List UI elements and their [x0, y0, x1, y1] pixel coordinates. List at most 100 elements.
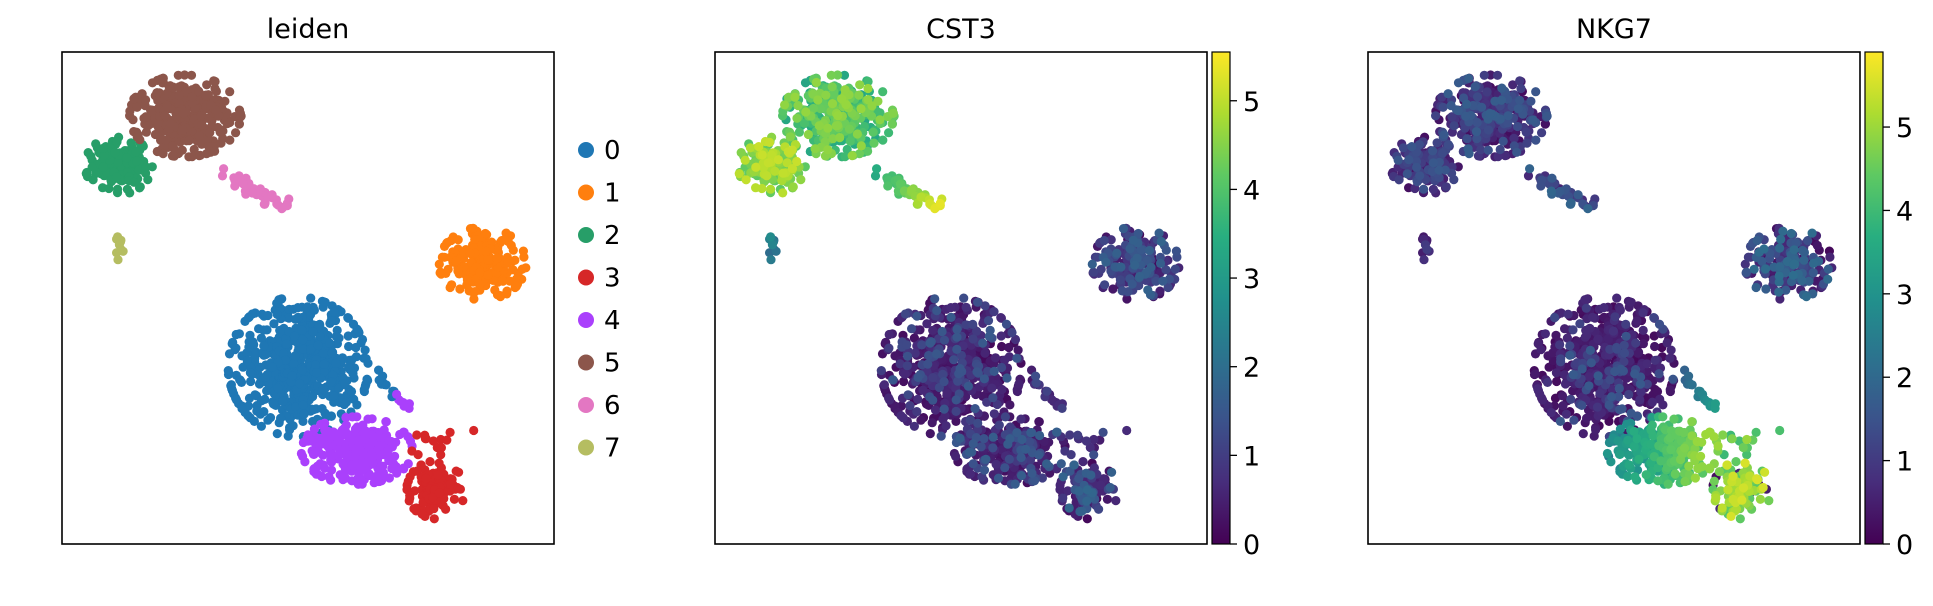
scatter-point	[1106, 235, 1116, 245]
scatter-point	[951, 406, 961, 416]
scatter-point	[1580, 295, 1590, 305]
scatter-point	[1503, 111, 1513, 121]
scatter-point	[953, 376, 963, 386]
scatter-point	[1566, 198, 1576, 208]
scatter-point	[381, 417, 391, 427]
scatter-point	[952, 332, 962, 342]
scatter-point	[895, 179, 906, 189]
scatter-point	[803, 129, 814, 140]
scatter-point	[1799, 255, 1809, 265]
scatter-point	[298, 335, 308, 345]
scatter-point	[1154, 228, 1164, 238]
scatter-point	[989, 409, 999, 419]
scatter-point	[997, 362, 1007, 373]
scatter-point	[1568, 370, 1578, 380]
scatter-point	[384, 444, 394, 454]
panel-title: leiden	[267, 14, 349, 45]
scatter-point	[384, 451, 394, 461]
scatter-point	[298, 416, 308, 426]
colorbar-tick-label: 4	[1243, 175, 1260, 206]
legend-label: 0	[604, 136, 621, 166]
scatter-point	[1155, 258, 1166, 268]
scatter-point	[474, 279, 484, 289]
scatter-point	[412, 430, 422, 440]
scatter-point	[256, 421, 266, 431]
scatter-point	[777, 176, 787, 186]
scatter-point	[326, 457, 337, 467]
scatter-point	[405, 490, 415, 501]
scatter-point	[981, 454, 991, 464]
scatter-point	[128, 115, 138, 125]
scatter-point	[1419, 184, 1429, 194]
scatter-point	[997, 384, 1007, 395]
scatter-point	[1789, 245, 1799, 255]
scatter-point	[1016, 452, 1026, 463]
scatter-point	[202, 80, 212, 90]
scatter-point	[916, 415, 926, 425]
scatter-point	[320, 297, 330, 307]
legend-marker	[578, 227, 594, 243]
scatter-point	[1082, 485, 1093, 495]
scatter-point	[359, 385, 369, 395]
scatter-point	[1069, 460, 1079, 470]
scatter-point	[964, 447, 975, 457]
scatter-point	[751, 183, 761, 193]
scatter-point	[870, 171, 881, 181]
scatter-point	[1552, 376, 1562, 387]
scatter-point	[1058, 493, 1068, 503]
scatter-point	[984, 331, 994, 341]
scatter-point	[1453, 78, 1464, 88]
scatter-point	[378, 461, 388, 471]
scatter-point	[492, 290, 503, 300]
scatter-point	[508, 245, 518, 255]
scatter-point	[332, 339, 342, 349]
scatter-point	[360, 345, 370, 355]
scatter-point	[129, 177, 139, 187]
scatter-point	[1012, 353, 1022, 363]
scatter-point	[792, 113, 802, 123]
scatter-point	[1462, 134, 1472, 144]
scatter-point	[256, 396, 267, 406]
scatter-point	[939, 335, 950, 345]
scatter-point	[1610, 312, 1620, 322]
scatter-point	[1636, 387, 1646, 397]
scatter-point	[1034, 417, 1044, 427]
scatter-point	[242, 355, 252, 366]
scatter-point	[1096, 480, 1106, 490]
scatter-point	[968, 439, 978, 449]
scatter-point	[764, 137, 775, 147]
scatter-point	[1005, 400, 1015, 410]
scatter-point	[263, 310, 273, 321]
scatter-point	[355, 445, 365, 455]
legend-marker	[578, 269, 594, 286]
scatter-point	[863, 146, 873, 156]
scatter-point	[1687, 380, 1697, 390]
scatter-point	[1108, 284, 1118, 294]
scatter-point	[1000, 463, 1010, 473]
scatter-point	[428, 492, 438, 503]
scatter-point	[110, 148, 120, 158]
scatter-point	[963, 381, 974, 391]
scatter-point	[141, 112, 151, 122]
scatter-point	[1074, 486, 1084, 496]
scatter-point	[442, 237, 452, 248]
scatter-point	[1503, 118, 1513, 128]
scatter-point	[888, 375, 898, 385]
scatter-point	[294, 378, 305, 389]
scatter-point	[348, 319, 359, 329]
scatter-point	[1143, 285, 1153, 295]
scatter-point	[368, 452, 378, 462]
scatter-point	[1000, 355, 1010, 365]
scatter-point	[1094, 504, 1104, 514]
scatter-point	[787, 145, 797, 155]
scatter-point	[1446, 101, 1456, 111]
scatter-point	[937, 326, 947, 337]
scatter-point	[201, 90, 211, 100]
scatter-point	[912, 407, 922, 417]
scatter-point	[434, 259, 444, 269]
legend-marker	[578, 439, 594, 456]
